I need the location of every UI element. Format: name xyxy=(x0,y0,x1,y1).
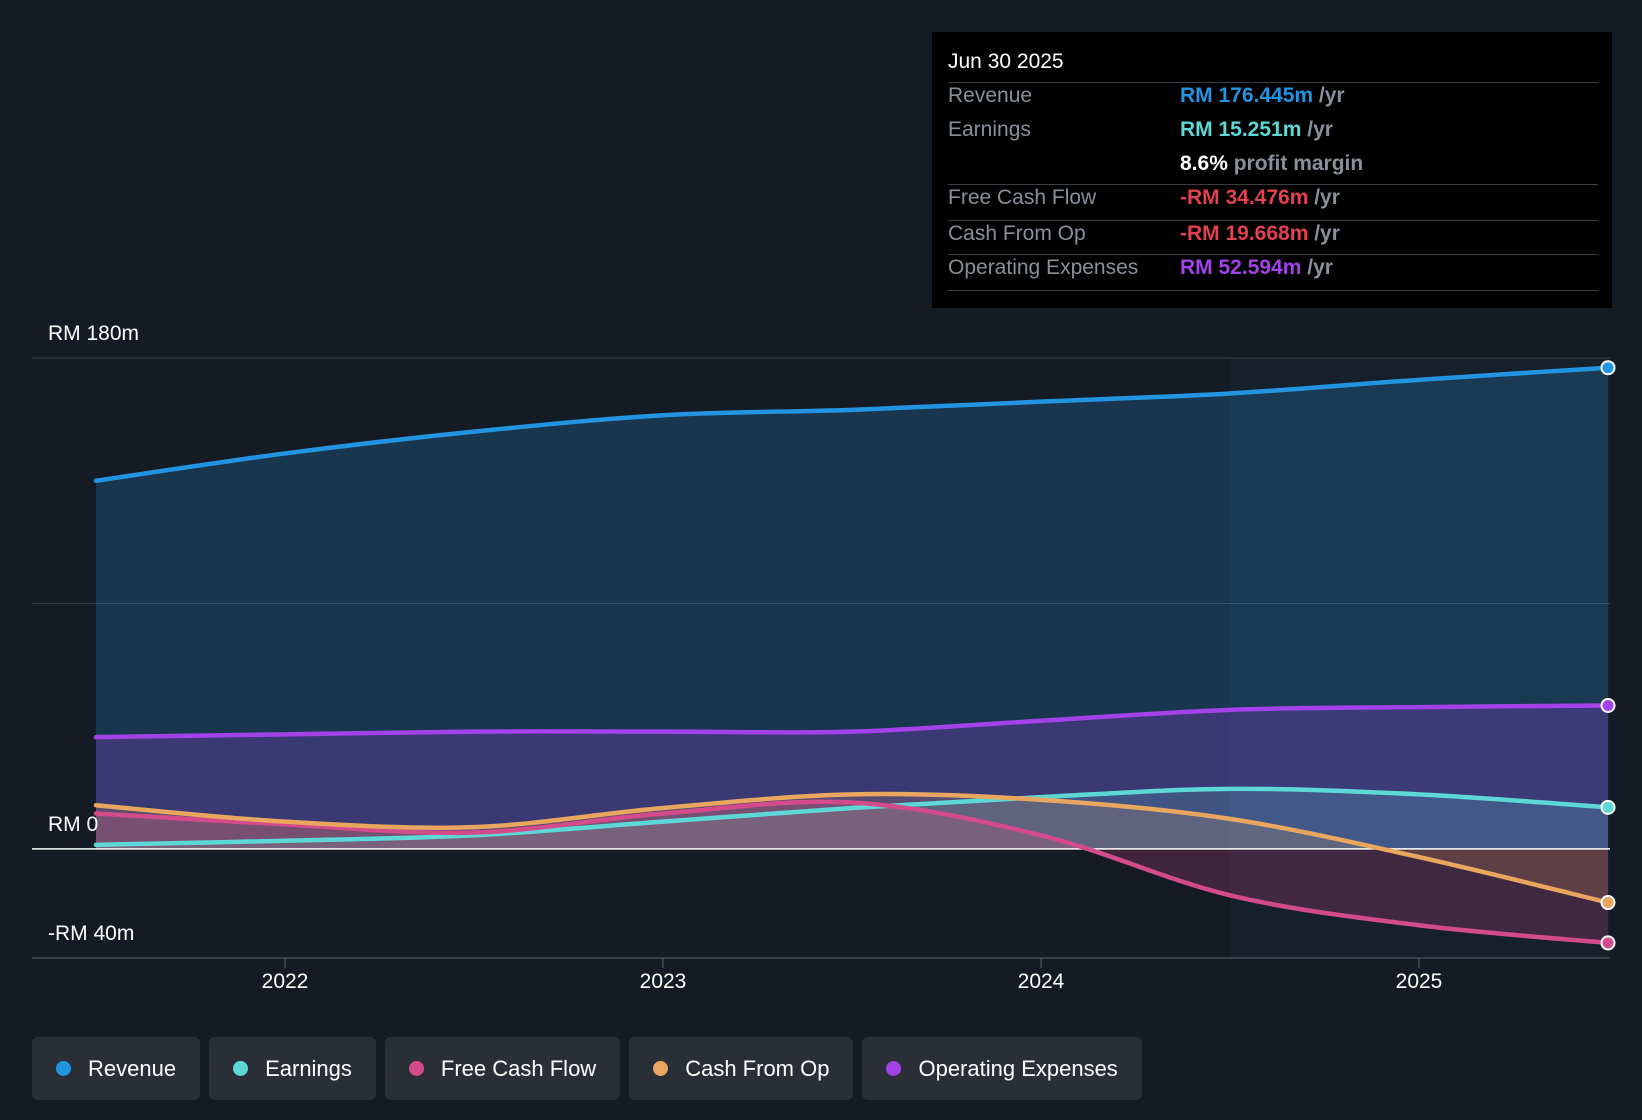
tooltip-row-cfo: Cash From Op -RM 19.668m /yr xyxy=(948,218,1598,252)
tooltip-fcf-unit: /yr xyxy=(1308,186,1340,209)
tooltip-earnings-value: RM 15.251m xyxy=(1180,118,1302,141)
tooltip-opex-value-wrap: RM 52.594m /yr xyxy=(1180,256,1333,280)
legend-label: Earnings xyxy=(265,1055,352,1081)
legend: Revenue Earnings Free Cash Flow Cash Fro… xyxy=(32,1037,1151,1100)
tooltip-fcf-label: Free Cash Flow xyxy=(948,186,1097,209)
tooltip-margin-value: 8.6% xyxy=(1180,152,1228,175)
x-tick-label: 2025 xyxy=(1395,970,1443,993)
legend-label: Free Cash Flow xyxy=(440,1055,597,1081)
legend-item-free-cash-flow[interactable]: Free Cash Flow xyxy=(384,1037,621,1100)
tooltip-earnings-unit: /yr xyxy=(1301,118,1333,141)
tooltip-cfo-unit: /yr xyxy=(1308,222,1340,245)
tooltip-row-earnings: Earnings RM 15.251m /yr xyxy=(948,114,1598,148)
end-marker-revenue[interactable] xyxy=(1600,360,1616,376)
legend-item-revenue[interactable]: Revenue xyxy=(32,1037,201,1100)
tooltip-divider xyxy=(948,254,1598,255)
tooltip-opex-unit: /yr xyxy=(1301,256,1333,279)
tooltip-panel: Jun 30 2025 Revenue RM 176.445m /yr Earn… xyxy=(932,32,1612,308)
x-tick-label: 2024 xyxy=(1017,970,1065,993)
end-marker-cfo[interactable] xyxy=(1600,895,1616,911)
tooltip-divider xyxy=(948,220,1598,221)
tooltip-divider xyxy=(948,184,1598,185)
y-tick-label: -RM 40m xyxy=(48,922,135,945)
tooltip-earnings-label: Earnings xyxy=(948,118,1031,141)
legend-dot-icon xyxy=(233,1061,249,1076)
chart-area xyxy=(32,357,1616,968)
area-fill-opex xyxy=(96,705,1608,849)
x-axis-ticks xyxy=(32,957,1610,968)
legend-dot-icon xyxy=(653,1061,669,1076)
legend-label: Cash From Op xyxy=(685,1055,830,1081)
tooltip-divider xyxy=(948,82,1598,83)
tooltip-opex-value: RM 52.594m xyxy=(1180,256,1302,279)
tooltip-earnings-value-wrap: RM 15.251m /yr xyxy=(1180,118,1333,142)
y-tick-label: RM 180m xyxy=(48,322,140,345)
tooltip-cfo-label: Cash From Op xyxy=(948,222,1086,245)
legend-label: Revenue xyxy=(88,1055,177,1081)
y-tick-label: RM 0 xyxy=(48,812,99,836)
tooltip-opex-label: Operating Expenses xyxy=(948,256,1139,279)
tooltip-row-fcf: Free Cash Flow -RM 34.476m /yr xyxy=(948,182,1598,216)
x-tick-label: 2023 xyxy=(639,970,687,993)
end-marker-earnings[interactable] xyxy=(1600,799,1616,815)
area-fill-earnings xyxy=(96,788,1608,849)
series-line-earnings xyxy=(93,786,1611,848)
tooltip-revenue-unit: /yr xyxy=(1313,84,1345,107)
series-line-fcf xyxy=(93,799,1611,946)
tooltip-row-revenue: Revenue RM 176.445m /yr xyxy=(948,80,1598,114)
area-fill-revenue xyxy=(96,367,1608,849)
tooltip-date: Jun 30 2025 xyxy=(948,50,1064,73)
legend-dot-icon xyxy=(886,1061,902,1076)
tooltip-row-opex: Operating Expenses RM 52.594m /yr xyxy=(948,252,1598,286)
tooltip-revenue-value-wrap: RM 176.445m /yr xyxy=(1180,84,1345,108)
tooltip-fcf-value-wrap: -RM 34.476m /yr xyxy=(1180,186,1340,210)
series-line-revenue xyxy=(93,365,1611,483)
series-line-cfo xyxy=(93,791,1611,905)
legend-item-operating-expenses[interactable]: Operating Expenses xyxy=(862,1037,1142,1100)
legend-label: Operating Expenses xyxy=(918,1055,1118,1081)
tooltip-margin-text: profit margin xyxy=(1227,152,1364,175)
end-marker-opex[interactable] xyxy=(1600,697,1616,713)
end-marker-fcf[interactable] xyxy=(1600,935,1616,951)
tooltip-margin-wrap: 8.6% profit margin xyxy=(1180,152,1363,176)
x-tick-label: 2022 xyxy=(261,970,309,993)
tooltip-cfo-value-wrap: -RM 19.668m /yr xyxy=(1180,222,1340,246)
legend-item-cash-from-op[interactable]: Cash From Op xyxy=(629,1037,854,1100)
series-line-opex xyxy=(93,703,1611,740)
tooltip-cfo-value: -RM 19.668m xyxy=(1180,222,1309,245)
series-lines xyxy=(93,365,1611,946)
series-fills xyxy=(96,367,1608,943)
series-end-markers xyxy=(1600,360,1616,951)
tooltip-revenue-label: Revenue xyxy=(948,84,1033,107)
legend-item-earnings[interactable]: Earnings xyxy=(209,1037,376,1100)
tooltip-revenue-value: RM 176.445m xyxy=(1180,84,1314,107)
legend-dot-icon xyxy=(56,1061,71,1076)
tooltip-divider xyxy=(948,290,1598,291)
tooltip-fcf-value: -RM 34.476m xyxy=(1180,186,1309,209)
tooltip-row-margin: 8.6% profit margin xyxy=(948,148,1598,182)
legend-dot-icon xyxy=(408,1061,424,1076)
